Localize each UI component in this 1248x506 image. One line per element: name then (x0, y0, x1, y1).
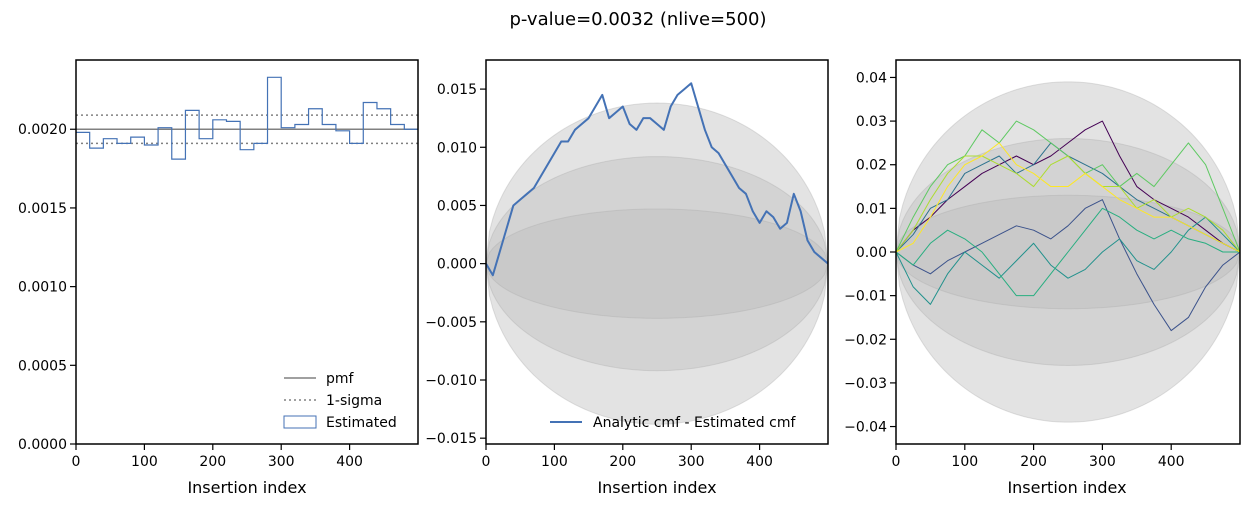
y-tick-label: 0.04 (856, 70, 887, 86)
histogram-xlabel: Insertion index (187, 478, 306, 497)
x-tick-label: 0 (892, 454, 901, 470)
x-tick-label: 300 (678, 454, 705, 470)
y-tick-label: 0.0010 (18, 280, 67, 296)
run-line-run-2 (895, 199, 1241, 332)
y-tick-label: −0.015 (425, 431, 477, 447)
y-tick-label: 0.005 (437, 198, 477, 214)
y-tick-label: 0.0015 (18, 201, 67, 217)
y-tick-label: 0.00 (856, 245, 887, 261)
histogram-plot-area (76, 76, 418, 160)
x-tick-label: 100 (131, 454, 158, 470)
x-tick-label: 200 (609, 454, 636, 470)
y-tick-label: 0.0005 (18, 358, 67, 374)
run-line-run-7 (895, 155, 1241, 253)
axes-frame (485, 59, 829, 445)
x-tick-label: 200 (1020, 454, 1047, 470)
x-tick-label: 300 (1089, 454, 1116, 470)
x-tick-label: 100 (951, 454, 978, 470)
cmf-xlabel: Insertion index (597, 478, 716, 497)
y-tick-label: 0.0020 (18, 122, 67, 138)
y-tick-label: −0.010 (425, 373, 477, 389)
y-tick-label: 0.010 (437, 140, 477, 156)
y-tick-label: 0.03 (856, 114, 887, 130)
legend-pmf-label: pmf (326, 371, 355, 387)
figure-title: p-value=0.0032 (nlive=500) (509, 9, 766, 30)
cmf-axes: 0 100 200 300 400 −0.015 −0.010 −0.005 0.000 0.00… (425, 59, 829, 470)
y-tick-label: 0.0000 (18, 437, 67, 453)
y-tick-label: −0.03 (844, 376, 887, 392)
legend-estimated-swatch (283, 415, 317, 429)
run-line-run-1 (895, 120, 1241, 253)
histogram-legend: pmf 1-sigma Estimated (283, 371, 397, 431)
y-tick-label: −0.02 (844, 332, 887, 348)
y-tick-label: 0.02 (856, 158, 887, 174)
cmf-plot-area (485, 82, 829, 425)
x-tick-label: 300 (268, 454, 295, 470)
legend-cmf-label: Analytic cmf - Estimated cmf (593, 415, 796, 431)
panel-runs: 0 100 200 300 400 −0.04 −0.03 −0.02 −0.01 0.00 0.0… (844, 59, 1241, 497)
panel-cmf-difference: 0 100 200 300 400 −0.015 −0.010 −0.005 0.000 0.00… (425, 59, 829, 497)
x-tick-label: 0 (482, 454, 491, 470)
cmf-difference-line (485, 82, 829, 277)
runs-axes: 0 100 200 300 400 −0.04 −0.03 −0.02 −0.01 0.00 0.0… (844, 59, 1241, 470)
run-line-run-8 (895, 142, 1241, 253)
sigma-band-3 (485, 208, 829, 319)
run-line-run-5 (895, 207, 1240, 297)
cmf-legend: Analytic cmf - Estimated cmf (550, 415, 796, 431)
x-tick-label: 0 (72, 454, 81, 470)
y-tick-label: −0.04 (844, 420, 887, 436)
histogram-axes: 0 100 200 300 400 0.0000 0.0005 0.0010 0.0015 0.0… (18, 59, 419, 470)
axes-frame (75, 59, 419, 445)
y-tick-label: 0.015 (437, 82, 477, 98)
runs-xlabel: Insertion index (1007, 478, 1126, 497)
legend-estimated-label: Estimated (326, 415, 397, 431)
y-tick-label: 0.000 (437, 257, 477, 273)
x-tick-label: 100 (541, 454, 568, 470)
y-tick-label: −0.01 (844, 289, 887, 305)
legend-sigma-label: 1-sigma (326, 393, 382, 409)
x-tick-label: 400 (746, 454, 773, 470)
run-line-run-4 (895, 216, 1241, 305)
histogram-step (76, 76, 418, 160)
x-tick-label: 400 (1158, 454, 1185, 470)
panel-histogram: 0 100 200 300 400 0.0000 0.0005 0.0010 0.0015 0.0… (18, 59, 419, 497)
x-tick-label: 200 (199, 454, 226, 470)
y-tick-label: −0.005 (425, 315, 477, 331)
runs-plot-area (895, 81, 1241, 423)
x-tick-label: 400 (336, 454, 363, 470)
y-tick-label: 0.01 (856, 201, 887, 217)
